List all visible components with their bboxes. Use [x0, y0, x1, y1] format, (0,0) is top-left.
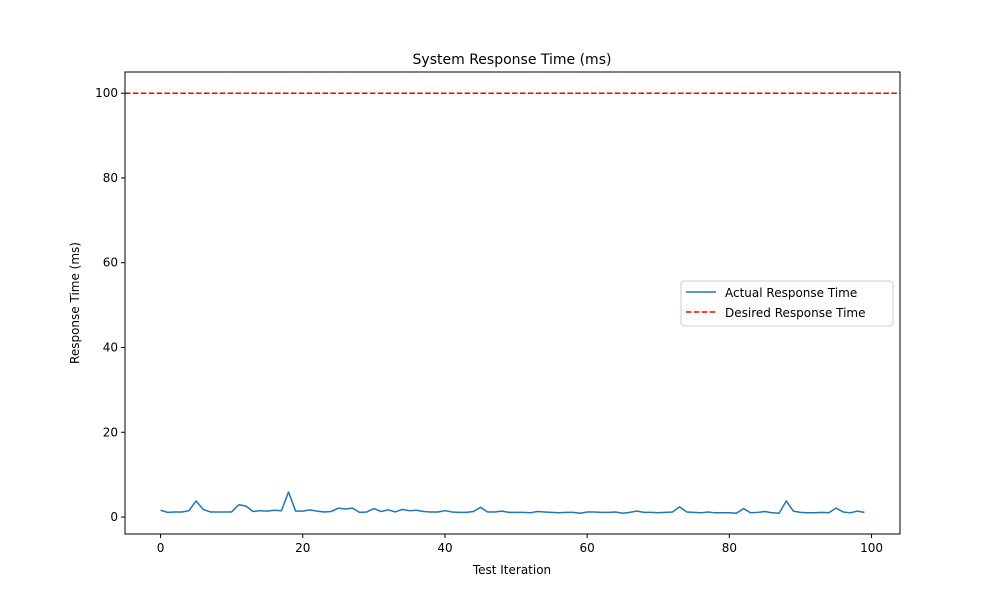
y-axis-label: Response Time (ms)	[68, 242, 82, 364]
x-tick-label: 100	[860, 541, 883, 555]
x-tick-label: 20	[295, 541, 310, 555]
plot-frame	[124, 71, 901, 535]
legend-box	[680, 280, 894, 327]
y-tick-label: 60	[103, 256, 118, 270]
y-tick-label: 0	[110, 510, 118, 524]
y-tick-label: 20	[103, 425, 118, 439]
x-tick-label: 60	[580, 541, 595, 555]
plot-marks	[125, 92, 900, 514]
x-axis-label: Test Iteration	[472, 563, 551, 577]
y-tick-label: 80	[103, 171, 118, 185]
x-tick-label: 80	[722, 541, 737, 555]
legend-label-desired: Desired Response Time	[725, 306, 866, 320]
y-tick-label: 100	[95, 86, 118, 100]
x-axis-ticks: 0 20 40 60 80 100	[157, 534, 883, 555]
y-axis-ticks: 0 20 40 60 80 100	[95, 86, 125, 524]
chart-title: System Response Time (ms)	[413, 52, 612, 68]
y-tick-label: 40	[103, 341, 118, 355]
x-tick-label: 0	[157, 541, 165, 555]
legend-label-actual: Actual Response Time	[725, 286, 857, 300]
x-tick-label: 40	[437, 541, 452, 555]
legend: Actual Response Time Desired Response Ti…	[680, 280, 894, 327]
series-line-actual	[160, 491, 865, 514]
